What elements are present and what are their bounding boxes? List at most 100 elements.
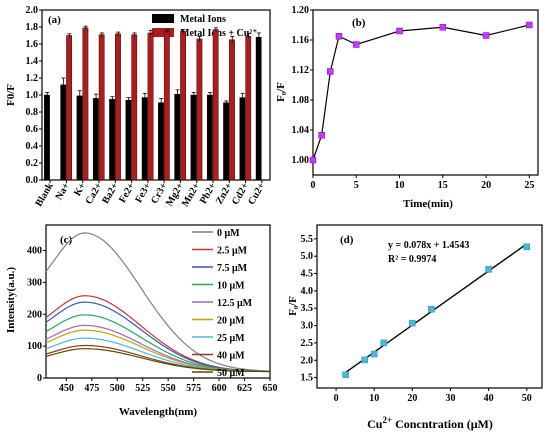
panel-b-xtick-label: 0 <box>311 180 316 191</box>
panel-b-xtick-label: 20 <box>481 180 491 191</box>
legend-label-spectrum: 20 μM <box>217 316 245 327</box>
legend-label-metal-ions-cu: Metal Ions + Cu²⁺ <box>180 28 258 39</box>
panel-a-ytick-label: 1.4 <box>26 56 39 67</box>
panel-a-ylabel: F0/F <box>5 84 17 106</box>
panel-d-label: (d) <box>340 234 354 246</box>
panel-d-ytick-label: 5.0 <box>301 251 314 262</box>
panel-d-point <box>523 243 530 251</box>
panel-d-xtick-label: 30 <box>445 393 455 404</box>
spectrum-50-μM <box>45 348 271 373</box>
panel-a-ytick-label: 0.2 <box>26 158 39 169</box>
panel-a-ytick-label: 1.0 <box>26 90 39 101</box>
panel-d-xtick-label: 10 <box>369 393 379 404</box>
bar-Na+-metal-ions <box>60 84 67 181</box>
panel-d-xlabel-sup: 2+ <box>382 415 392 425</box>
panel-c-xtick-label: 650 <box>263 383 278 394</box>
panel-b-point <box>335 33 343 40</box>
panel-c-xtick-label: 600 <box>212 383 227 394</box>
panel-a-category-label: Na+ <box>54 181 73 202</box>
panel-b-ylabel: F₀/F <box>275 82 287 102</box>
panel-d-ytick-label: 2.5 <box>301 338 314 349</box>
panel-c-xtick-label: 475 <box>84 383 99 394</box>
bar-Mg2+-metal-ions <box>174 93 181 181</box>
panel-a-category-label: Ba2+ <box>100 181 121 206</box>
panel-c-xtick-label: 450 <box>59 383 74 394</box>
panel-b-xlabel: Time(min) <box>403 198 453 210</box>
panel-b-ytick-label: 1.04 <box>292 125 310 136</box>
panel-b-point <box>482 32 490 39</box>
legend-label-metal-ions: Metal Ions <box>180 14 226 25</box>
bar-Ca2+-metal-ions <box>92 98 99 181</box>
legend-label-spectrum: 2.5 μM <box>217 246 248 257</box>
bar-Ca2+-metal-ions-cu <box>98 34 105 181</box>
panel-d-ytick-label: 4.0 <box>301 286 314 297</box>
bar-Blank-metal-ions <box>44 94 50 181</box>
panel-d-point <box>485 266 492 273</box>
panel-b-xtick-label: 10 <box>395 180 405 191</box>
bar-Mn2+-metal-ions <box>190 94 197 181</box>
bar-Mn2+-metal-ions-cu <box>196 38 203 181</box>
panel-c-frame <box>45 224 271 379</box>
legend-label-spectrum: 12.5 μM <box>217 298 253 309</box>
panel-b-point <box>318 132 325 139</box>
panel-c-xtick-label: 525 <box>135 383 150 394</box>
bar-Mg2+-metal-ions-cu <box>180 31 186 181</box>
panel-b-label: (b) <box>352 17 366 29</box>
panel-c-xlabel: Wavelength(nm) <box>119 406 198 418</box>
panel-d-equation: y = 0.078x + 1.4543 <box>388 240 469 251</box>
panel-c-xtick-label: 500 <box>110 383 125 394</box>
panel-a-ytick-label: 1.6 <box>26 39 39 50</box>
panel-d-point <box>380 339 387 347</box>
panel-d-ytick-label: 3.5 <box>301 303 314 314</box>
panel-c-ytick-label: 0 <box>37 373 42 384</box>
panel-c-label: (c) <box>60 234 73 246</box>
panel-d-ytick-label: 1.5 <box>301 373 314 384</box>
panel-d-xlabel-rest: Concntration (μM) <box>392 417 493 431</box>
panel-a-ytick-label: 1.8 <box>26 22 39 33</box>
bar-K+-metal-ions-cu <box>82 27 89 181</box>
panel-a-category-label: Ca2+ <box>84 181 105 207</box>
panel-c-legend: 0 μM 2.5 μM 7.5 μM 10 μM 12.5 μM 20 μM 25 μM 40… <box>192 228 253 379</box>
panel-c-ylabel: Intensity(a.u.) <box>5 267 17 333</box>
panel-b: F₀/F Time(min) (b) 1.001.041.081.121.161… <box>275 5 539 210</box>
legend-swatch-metal-ions <box>152 14 174 23</box>
bar-Cd2+-metal-ions <box>239 97 246 181</box>
legend-label-spectrum: 50 μM <box>217 368 245 379</box>
panel-a-ytick-label: 0.6 <box>26 124 39 135</box>
panel-c-ytick-label: 400 <box>27 246 42 257</box>
legend-label-spectrum: 40 μM <box>217 351 245 362</box>
bar-Zn2+-metal-ions <box>223 102 229 181</box>
panel-d-frame <box>316 224 543 389</box>
panel-d-xtick-label: 0 <box>334 393 339 404</box>
bar-Pb2+-metal-ions-cu <box>212 29 219 181</box>
panel-d-ytick-label: 4.5 <box>301 269 314 280</box>
panel-c: Intensity(a.u.) Wavelength(nm) (c) 0 100 2… <box>5 224 278 418</box>
panel-d: F₀/F Cu2+ Concntration (μM) (d) y = 0.07… <box>287 224 543 431</box>
panel-d-xtick-label: 50 <box>522 393 532 404</box>
legend-label-spectrum: 25 μM <box>217 333 245 344</box>
panel-a-category-label: Fe2+ <box>117 181 137 205</box>
panel-d-xtick-label: 40 <box>484 393 494 404</box>
panel-d-r2: R² = 0.9974 <box>388 254 436 265</box>
panel-c-ytick-label: 200 <box>27 309 42 320</box>
panel-b-point <box>526 21 533 29</box>
panel-d-xtick-label: 20 <box>407 393 417 404</box>
panel-d-point <box>361 356 368 364</box>
bar-Fe2+-metal-ions <box>125 99 132 181</box>
panel-a: F0/F (a) Metal Ions Metal Ions + Cu²⁺ 0.… <box>5 5 271 209</box>
panel-c-xtick-label: 550 <box>161 383 176 394</box>
panel-d-ytick-label: 2.0 <box>301 355 314 366</box>
panel-d-ytick-label: 5.5 <box>301 234 314 245</box>
panel-b-ytick-label: 1.12 <box>292 65 310 76</box>
panel-d-ylabel: F₀/F <box>287 296 299 316</box>
bar-Fe2+-metal-ions-cu <box>131 34 138 181</box>
bar-Ba2+-metal-ions-cu <box>115 33 121 181</box>
panel-c-ytick-label: 300 <box>27 277 42 288</box>
panel-a-ytick-label: 0.4 <box>26 141 39 152</box>
panel-b-frame <box>312 9 539 176</box>
panel-b-plot: 1.00 1.04 1.08 1.12 1.16 1.20 0 5 10 15 20 25 <box>292 5 535 191</box>
panel-d-xlabel-base: Cu <box>367 417 383 431</box>
bar-Cu2+-metal-ions <box>255 37 262 181</box>
panel-b-point <box>327 68 334 75</box>
panel-c-plot: 0 100 200 300 400 450 475 500 525 550 575 600 625 650 <box>27 232 278 394</box>
